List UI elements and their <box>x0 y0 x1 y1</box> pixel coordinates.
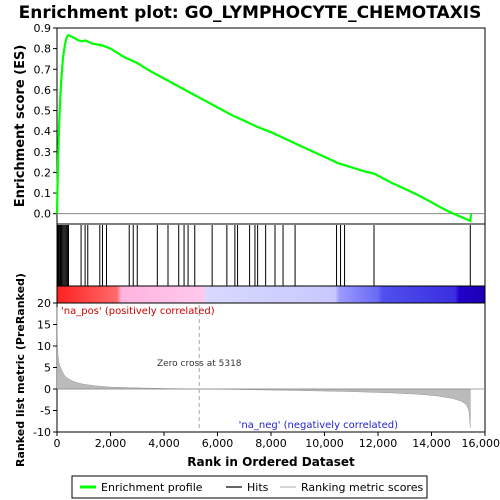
es-y-tick-label: 0.3 <box>34 146 52 159</box>
metric-y-tick-label: 15 <box>37 319 51 332</box>
legend-label-profile: Enrichment profile <box>101 481 203 494</box>
rank-x-tick-label: 10,000 <box>305 437 344 450</box>
es-plot-frame <box>56 27 486 225</box>
chart-title: Enrichment plot: GO_LYMPHOCYTE_CHEMOTAXI… <box>19 3 482 23</box>
metric-y-tick-label: 0 <box>44 383 51 396</box>
es-y-tick-label: 0.2 <box>34 166 52 179</box>
legend-label-hits: Hits <box>247 481 269 494</box>
legend-label-metric: Ranking metric scores <box>301 481 423 494</box>
es-y-tick-label: 0.5 <box>34 105 52 118</box>
es-y-tick-label: 0.8 <box>34 43 52 56</box>
metric-y-axis: -10 -5 0 5 10 15 20 <box>33 297 57 439</box>
metric-panel: Zero cross at 5318 'na_pos' (positively … <box>14 273 500 469</box>
rank-gradient-bar <box>56 285 486 304</box>
rank-x-tick-label: 0 <box>54 437 61 450</box>
metric-y-tick-label: -10 <box>33 426 51 439</box>
legend: Enrichment profile Hits Ranking metric s… <box>71 475 428 499</box>
zero-cross-label: Zero cross at 5318 <box>157 359 242 369</box>
rank-x-axis-label: Rank in Ordered Dataset <box>187 455 355 469</box>
es-y-tick-label: 0.6 <box>34 84 52 97</box>
metric-y-tick-label: 20 <box>37 297 51 310</box>
es-y-axis-label: Enrichment score (ES) <box>13 45 28 208</box>
enrichment-profile-line <box>55 33 473 223</box>
hits-marks <box>57 225 471 286</box>
pos-correlated-label: 'na_pos' (positively correlated) <box>61 306 215 317</box>
rank-x-tick-label: 16,000 <box>462 437 500 450</box>
legend-box <box>71 475 428 499</box>
es-y-tick-label: 0.0 <box>34 208 52 221</box>
metric-plot-frame <box>56 302 486 433</box>
es-y-axis: 0.0 0.1 0.2 0.3 0.4 0.5 0.6 0.7 0.8 0.9 <box>34 22 57 221</box>
rank-x-tick-label: 14,000 <box>412 437 451 450</box>
rank-x-axis: 0 2,000 4,000 6,000 8,000 10,000 12,000 14,000 1… <box>54 432 500 450</box>
es-y-tick-label: 0.1 <box>34 187 52 200</box>
metric-y-tick-label: 5 <box>44 362 51 375</box>
neg-correlated-label: 'na_neg' (negatively correlated) <box>239 420 398 431</box>
rank-x-tick-label: 12,000 <box>359 437 398 450</box>
hits-frame <box>56 223 486 287</box>
es-panel: 0.0 0.1 0.2 0.3 0.4 0.5 0.6 0.7 0.8 0.9 Enrichmen… <box>13 22 486 225</box>
ranking-metric-area <box>56 307 471 428</box>
es-y-tick-label: 0.4 <box>34 125 52 138</box>
rank-x-tick-label: 6,000 <box>202 437 234 450</box>
rank-x-tick-label: 8,000 <box>255 437 287 450</box>
metric-y-axis-label: Ranked list metric (PreRanked) <box>14 273 27 467</box>
metric-y-tick-label: 10 <box>37 340 51 353</box>
rank-x-tick-label: 4,000 <box>148 437 180 450</box>
es-y-tick-label: 0.9 <box>34 22 52 35</box>
hits-panel <box>56 223 486 304</box>
es-y-tick-label: 0.7 <box>34 63 52 76</box>
rank-x-tick-label: 2,000 <box>95 437 127 450</box>
metric-y-tick-label: -5 <box>40 405 51 418</box>
